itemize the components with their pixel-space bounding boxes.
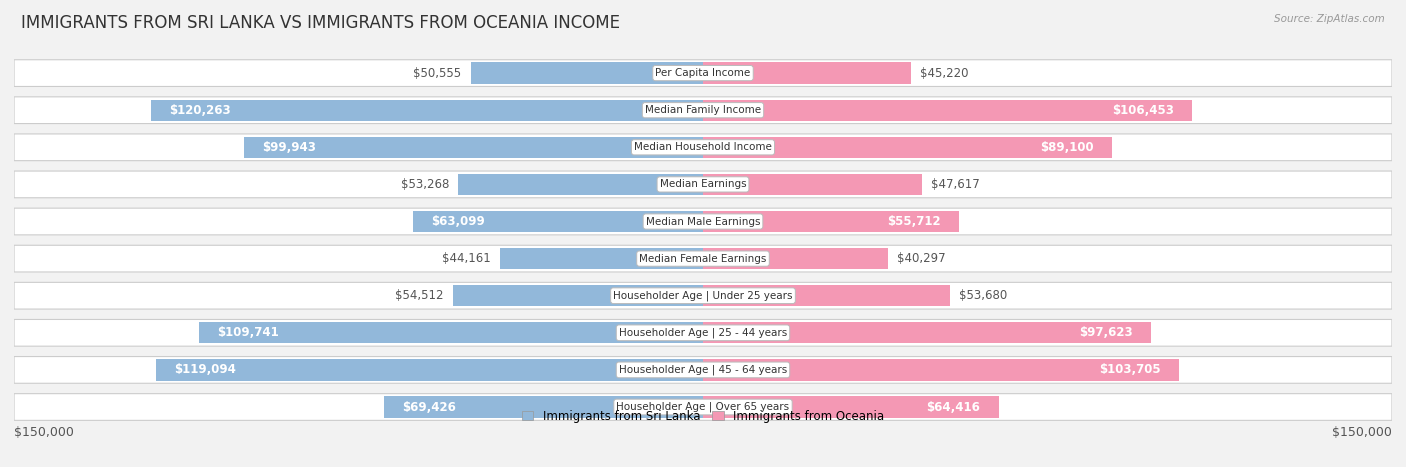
Text: Median Female Earnings: Median Female Earnings xyxy=(640,254,766,263)
Text: $120,263: $120,263 xyxy=(169,104,231,117)
Text: Median Male Earnings: Median Male Earnings xyxy=(645,217,761,226)
Text: $150,000: $150,000 xyxy=(1331,426,1392,439)
Text: Median Household Income: Median Household Income xyxy=(634,142,772,152)
FancyBboxPatch shape xyxy=(14,245,1392,272)
Text: Source: ZipAtlas.com: Source: ZipAtlas.com xyxy=(1274,14,1385,24)
FancyBboxPatch shape xyxy=(703,322,1152,344)
Text: $54,512: $54,512 xyxy=(395,289,443,302)
Text: $64,416: $64,416 xyxy=(927,401,980,413)
FancyBboxPatch shape xyxy=(703,174,922,195)
FancyBboxPatch shape xyxy=(14,319,1392,346)
Text: Householder Age | 45 - 64 years: Householder Age | 45 - 64 years xyxy=(619,365,787,375)
FancyBboxPatch shape xyxy=(14,60,1392,86)
FancyBboxPatch shape xyxy=(14,171,1392,198)
Text: Householder Age | Over 65 years: Householder Age | Over 65 years xyxy=(616,402,790,412)
FancyBboxPatch shape xyxy=(14,208,1392,235)
Text: $89,100: $89,100 xyxy=(1040,141,1094,154)
FancyBboxPatch shape xyxy=(14,134,1392,161)
FancyBboxPatch shape xyxy=(703,396,998,417)
Text: $99,943: $99,943 xyxy=(263,141,316,154)
Text: $106,453: $106,453 xyxy=(1112,104,1174,117)
FancyBboxPatch shape xyxy=(703,359,1180,381)
FancyBboxPatch shape xyxy=(471,63,703,84)
Text: $97,623: $97,623 xyxy=(1080,326,1133,340)
Text: $44,161: $44,161 xyxy=(443,252,491,265)
Text: $63,099: $63,099 xyxy=(432,215,485,228)
Text: Per Capita Income: Per Capita Income xyxy=(655,68,751,78)
FancyBboxPatch shape xyxy=(501,248,703,269)
Text: Median Family Income: Median Family Income xyxy=(645,105,761,115)
FancyBboxPatch shape xyxy=(703,248,889,269)
FancyBboxPatch shape xyxy=(703,99,1192,121)
FancyBboxPatch shape xyxy=(200,322,703,344)
FancyBboxPatch shape xyxy=(703,63,911,84)
Text: $55,712: $55,712 xyxy=(887,215,941,228)
Text: $119,094: $119,094 xyxy=(174,363,236,376)
FancyBboxPatch shape xyxy=(703,285,949,306)
FancyBboxPatch shape xyxy=(384,396,703,417)
FancyBboxPatch shape xyxy=(453,285,703,306)
FancyBboxPatch shape xyxy=(703,137,1112,158)
Text: Householder Age | Under 25 years: Householder Age | Under 25 years xyxy=(613,290,793,301)
Text: $40,297: $40,297 xyxy=(897,252,946,265)
Text: $47,617: $47,617 xyxy=(931,178,980,191)
Text: $45,220: $45,220 xyxy=(920,67,969,79)
FancyBboxPatch shape xyxy=(245,137,703,158)
FancyBboxPatch shape xyxy=(150,99,703,121)
Text: IMMIGRANTS FROM SRI LANKA VS IMMIGRANTS FROM OCEANIA INCOME: IMMIGRANTS FROM SRI LANKA VS IMMIGRANTS … xyxy=(21,14,620,32)
FancyBboxPatch shape xyxy=(458,174,703,195)
Text: Median Earnings: Median Earnings xyxy=(659,179,747,190)
FancyBboxPatch shape xyxy=(14,356,1392,383)
FancyBboxPatch shape xyxy=(14,283,1392,309)
FancyBboxPatch shape xyxy=(703,211,959,232)
Text: $69,426: $69,426 xyxy=(402,401,457,413)
Text: $103,705: $103,705 xyxy=(1099,363,1161,376)
FancyBboxPatch shape xyxy=(14,394,1392,420)
FancyBboxPatch shape xyxy=(14,97,1392,124)
FancyBboxPatch shape xyxy=(156,359,703,381)
Text: $109,741: $109,741 xyxy=(218,326,278,340)
Text: $150,000: $150,000 xyxy=(14,426,75,439)
Text: $50,555: $50,555 xyxy=(413,67,461,79)
Text: Householder Age | 25 - 44 years: Householder Age | 25 - 44 years xyxy=(619,327,787,338)
Legend: Immigrants from Sri Lanka, Immigrants from Oceania: Immigrants from Sri Lanka, Immigrants fr… xyxy=(517,405,889,427)
FancyBboxPatch shape xyxy=(413,211,703,232)
Text: $53,268: $53,268 xyxy=(401,178,449,191)
Text: $53,680: $53,680 xyxy=(959,289,1007,302)
